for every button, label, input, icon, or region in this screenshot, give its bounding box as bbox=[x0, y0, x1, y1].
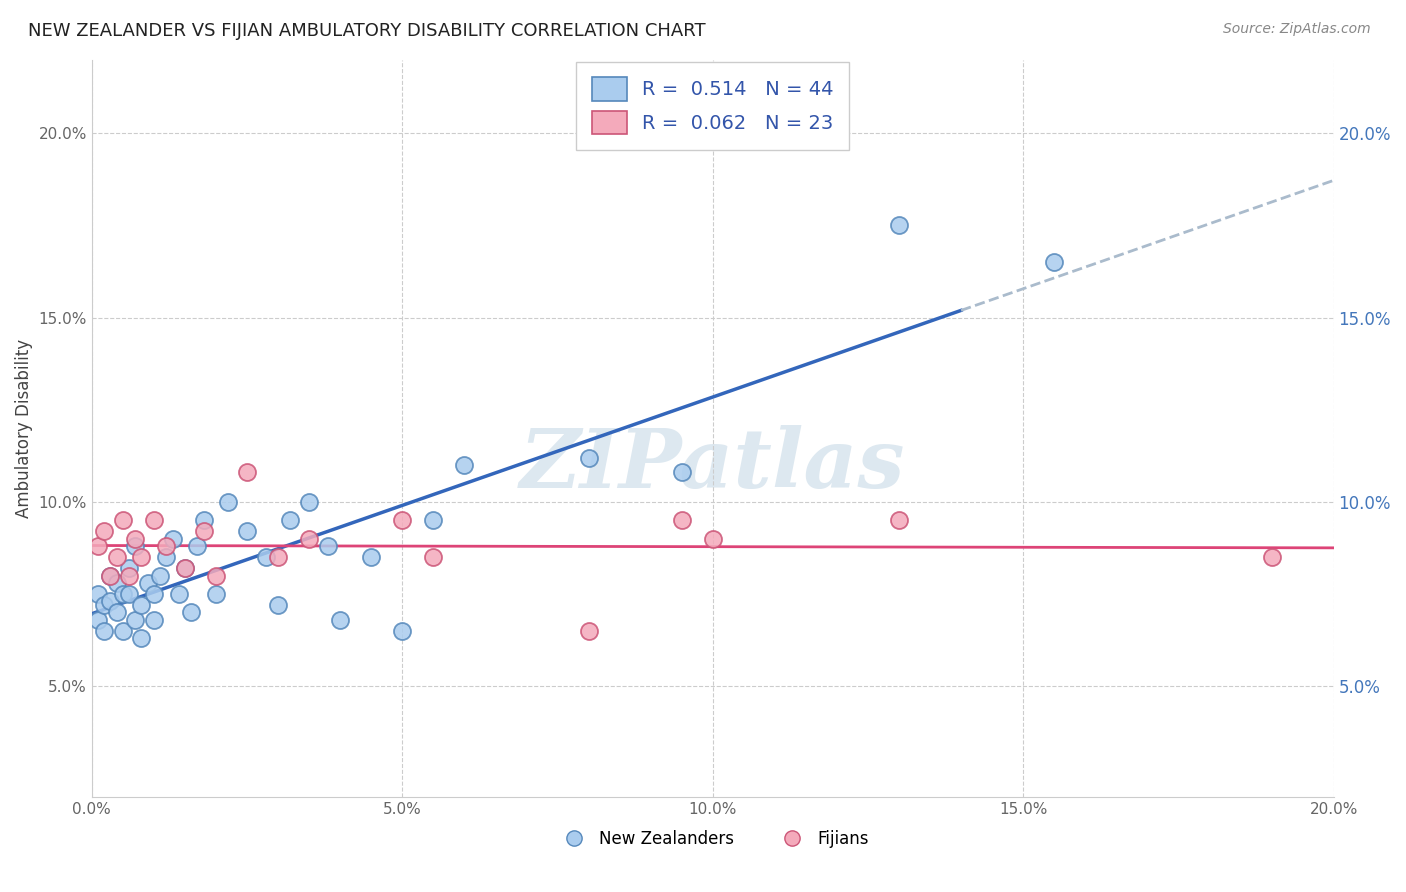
Point bbox=[93, 624, 115, 638]
Point bbox=[87, 613, 110, 627]
Point bbox=[193, 524, 215, 539]
Point bbox=[671, 466, 693, 480]
Point bbox=[360, 550, 382, 565]
Point bbox=[702, 532, 724, 546]
Point bbox=[267, 598, 290, 612]
Point bbox=[453, 458, 475, 472]
Point bbox=[142, 587, 165, 601]
Point bbox=[93, 598, 115, 612]
Point bbox=[124, 539, 146, 553]
Point bbox=[186, 539, 208, 553]
Point bbox=[391, 513, 413, 527]
Point bbox=[105, 550, 128, 565]
Point bbox=[111, 587, 134, 601]
Point bbox=[111, 513, 134, 527]
Point bbox=[174, 561, 197, 575]
Point bbox=[118, 561, 141, 575]
Point bbox=[887, 219, 910, 233]
Y-axis label: Ambulatory Disability: Ambulatory Disability bbox=[15, 339, 32, 517]
Point bbox=[1043, 255, 1066, 269]
Point bbox=[236, 466, 259, 480]
Point bbox=[174, 561, 197, 575]
Point bbox=[105, 606, 128, 620]
Point bbox=[578, 450, 600, 465]
Point bbox=[1260, 550, 1282, 565]
Point bbox=[155, 550, 177, 565]
Point bbox=[162, 532, 184, 546]
Point bbox=[100, 568, 122, 582]
Point bbox=[131, 550, 153, 565]
Point bbox=[131, 598, 153, 612]
Point bbox=[236, 524, 259, 539]
Point bbox=[422, 513, 444, 527]
Point bbox=[578, 624, 600, 638]
Point bbox=[118, 568, 141, 582]
Point bbox=[316, 539, 339, 553]
Point bbox=[205, 568, 228, 582]
Point bbox=[93, 524, 115, 539]
Point bbox=[100, 568, 122, 582]
Point bbox=[111, 624, 134, 638]
Point bbox=[391, 624, 413, 638]
Point bbox=[100, 594, 122, 608]
Point bbox=[87, 539, 110, 553]
Point bbox=[131, 632, 153, 646]
Point bbox=[193, 513, 215, 527]
Point bbox=[105, 576, 128, 591]
Point bbox=[254, 550, 277, 565]
Text: Source: ZipAtlas.com: Source: ZipAtlas.com bbox=[1223, 22, 1371, 37]
Point bbox=[142, 513, 165, 527]
Point bbox=[671, 513, 693, 527]
Point bbox=[155, 539, 177, 553]
Point bbox=[298, 495, 321, 509]
Point bbox=[118, 587, 141, 601]
Point bbox=[205, 587, 228, 601]
Point bbox=[142, 613, 165, 627]
Point bbox=[887, 513, 910, 527]
Point bbox=[180, 606, 202, 620]
Legend: New Zealanders, Fijians: New Zealanders, Fijians bbox=[550, 823, 875, 855]
Point bbox=[149, 568, 172, 582]
Point bbox=[280, 513, 302, 527]
Text: NEW ZEALANDER VS FIJIAN AMBULATORY DISABILITY CORRELATION CHART: NEW ZEALANDER VS FIJIAN AMBULATORY DISAB… bbox=[28, 22, 706, 40]
Text: ZIPatlas: ZIPatlas bbox=[520, 425, 905, 505]
Point bbox=[136, 576, 159, 591]
Point bbox=[124, 532, 146, 546]
Point bbox=[87, 587, 110, 601]
Point bbox=[217, 495, 239, 509]
Point bbox=[422, 550, 444, 565]
Point bbox=[167, 587, 190, 601]
Point bbox=[329, 613, 352, 627]
Point bbox=[298, 532, 321, 546]
Point bbox=[124, 613, 146, 627]
Point bbox=[267, 550, 290, 565]
